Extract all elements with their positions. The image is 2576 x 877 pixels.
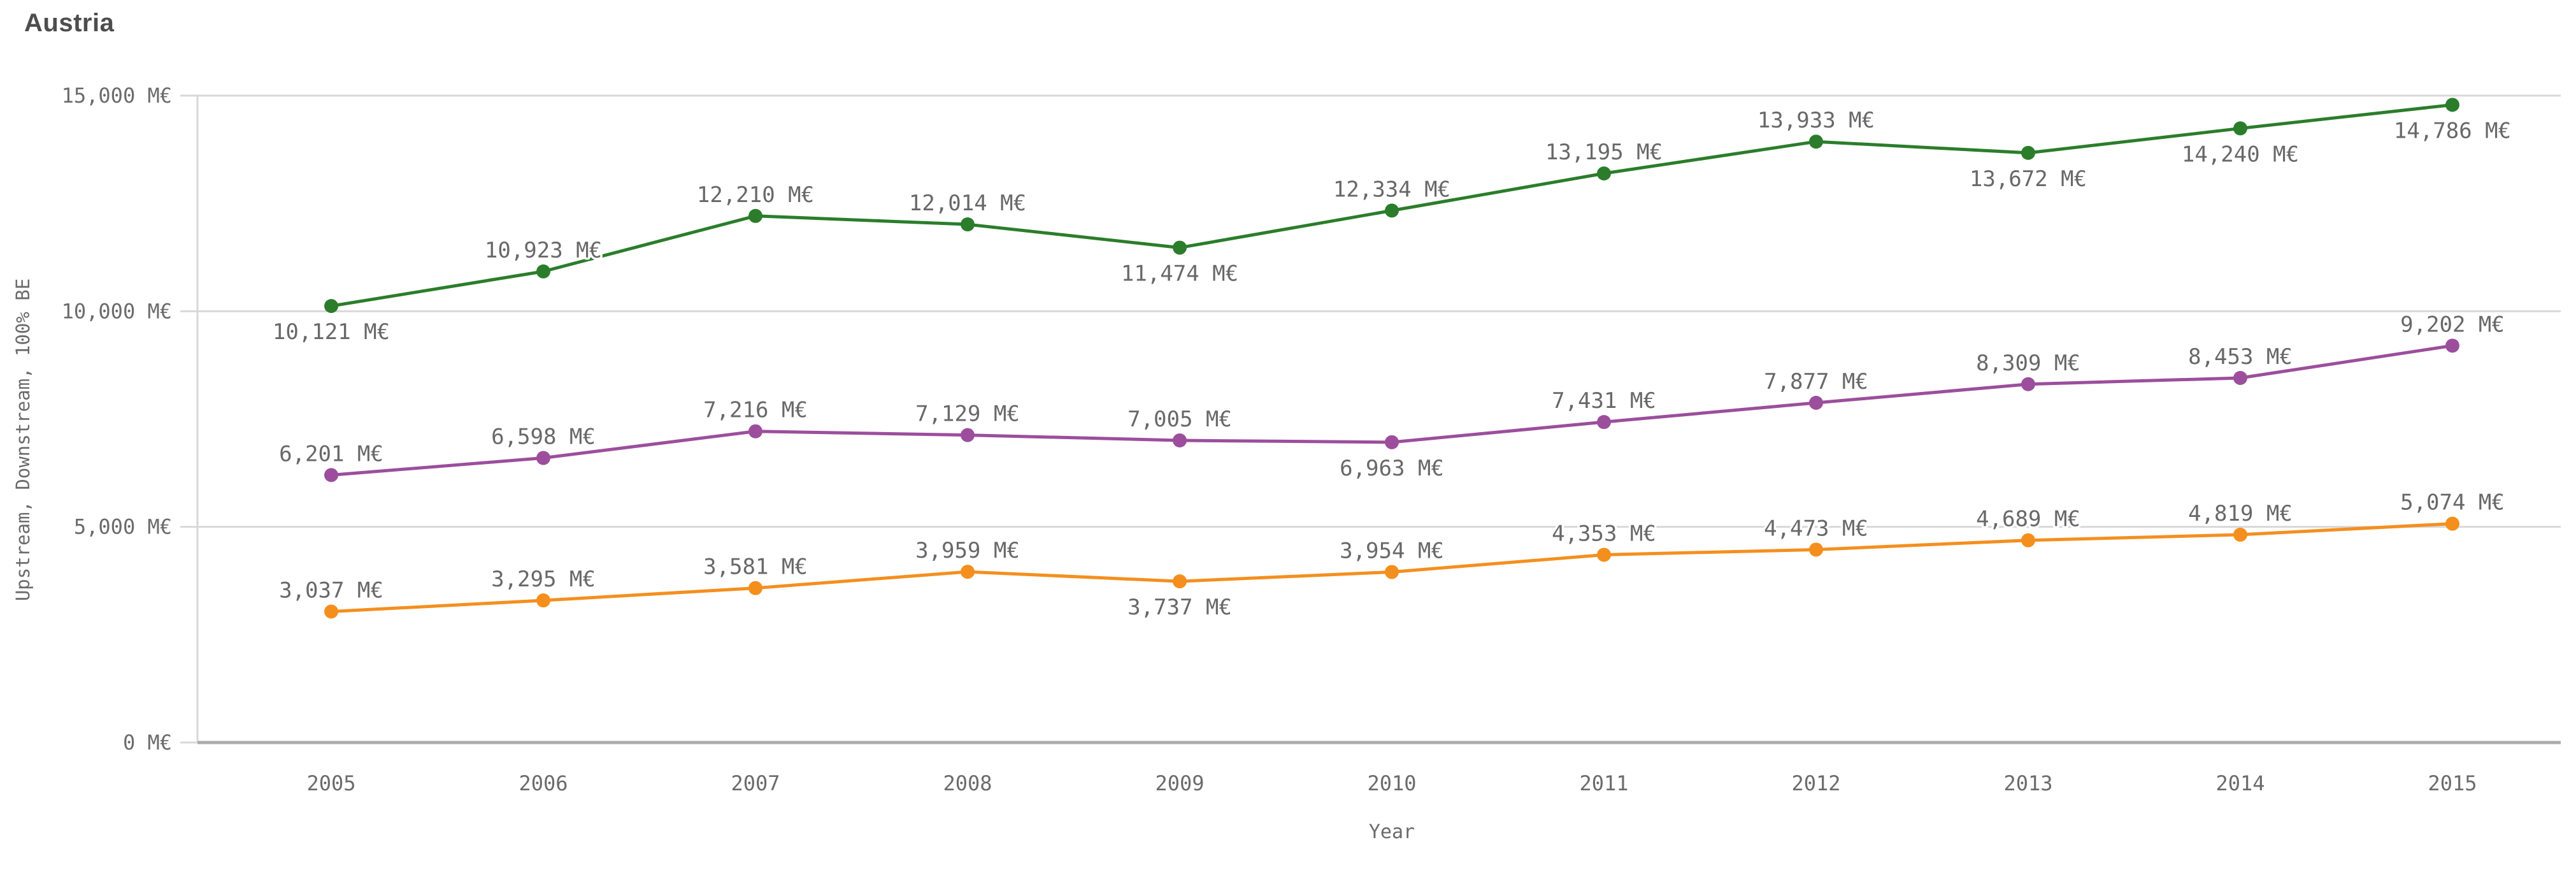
green-series-data-label: 12,334 M€ [1333,177,1450,202]
purple-series-data-label: 6,201 M€ [279,441,383,467]
green-series-data-label: 13,195 M€ [1545,140,1663,165]
orange-series-data-point[interactable] [536,593,550,608]
purple-series-data-point[interactable] [748,424,762,438]
x-axis-tick-label: 2013 [2003,771,2052,795]
purple-series-data-label: 7,005 M€ [1127,407,1232,432]
x-axis-tick-label: 2006 [519,771,568,795]
green-series-data-label: 14,240 M€ [2182,141,2299,167]
green-series-data-point[interactable] [536,264,550,279]
purple-series-data-point[interactable] [324,468,338,482]
purple-series-data-label: 8,309 M€ [1976,351,2080,376]
x-axis-tick-label: 2010 [1367,771,1416,795]
y-axis-tick-label: 15,000 M€ [62,83,172,108]
orange-series-data-point[interactable] [2233,527,2247,542]
purple-series-data-label: 6,598 M€ [491,424,596,450]
green-series-data-point[interactable] [748,208,762,223]
orange-series-data-point[interactable] [324,604,338,619]
purple-series-data-label: 9,202 M€ [2400,312,2505,337]
green-series-data-label: 12,210 M€ [697,182,814,208]
purple-series-data-label: 8,453 M€ [2188,344,2293,370]
orange-series-data-point[interactable] [2445,516,2459,531]
x-axis-tick-label: 2014 [2215,771,2265,795]
orange-series-data-point[interactable] [1597,547,1611,562]
orange-series-data-label: 3,959 M€ [915,538,1020,563]
green-series-data-label: 14,786 M€ [2394,118,2511,143]
orange-series-data-point[interactable] [1385,565,1399,579]
chart-title: Austria [24,9,115,37]
green-series-data-point[interactable] [1597,166,1611,181]
purple-series-data-label: 7,877 M€ [1764,369,1868,395]
x-axis-tick-label: 2009 [1155,771,1204,795]
orange-series-data-label: 3,954 M€ [1340,538,1444,563]
orange-series-data-point[interactable] [1809,542,1823,557]
purple-series-data-label: 7,431 M€ [1552,388,1656,414]
green-series-data-label: 10,121 M€ [273,319,390,345]
purple-series-data-point[interactable] [1597,415,1611,430]
green-series-data-point[interactable] [1173,240,1187,255]
orange-series-data-point[interactable] [961,565,975,579]
orange-series-data-label: 4,473 M€ [1764,516,1868,541]
y-axis-tick-label: 5,000 M€ [74,515,172,539]
purple-series-data-label: 7,216 M€ [703,398,808,423]
purple-series-data-point[interactable] [2233,371,2247,386]
x-axis-tick-label: 2008 [943,771,992,795]
green-series-data-label: 12,014 M€ [909,191,1026,216]
orange-series-data-label: 3,295 M€ [491,567,596,592]
orange-series-data-label: 4,353 M€ [1552,521,1656,546]
orange-series-data-label: 5,074 M€ [2400,490,2505,516]
green-series-data-label: 13,672 M€ [1970,166,2087,192]
x-axis-tick-label: 2005 [306,771,355,795]
purple-series-data-label: 7,129 M€ [915,402,1020,427]
purple-series-data-point[interactable] [961,428,975,442]
x-axis-tick-label: 2007 [731,771,780,795]
x-axis-title: Year [1368,821,1415,843]
green-series-data-label: 11,474 M€ [1121,261,1238,287]
purple-series-data-point[interactable] [536,451,550,465]
green-series-data-point[interactable] [324,299,338,314]
orange-series-data-point[interactable] [2021,533,2035,547]
y-axis-tick-label: 10,000 M€ [62,299,172,323]
green-series-data-point[interactable] [2233,121,2247,136]
green-series-data-point[interactable] [2445,98,2459,112]
orange-series-data-label: 4,819 M€ [2188,501,2293,526]
x-axis-tick-label: 2011 [1579,771,1628,795]
green-series-data-point[interactable] [961,217,975,232]
y-axis-tick-label: 0 M€ [123,730,172,755]
orange-series-data-label: 4,689 M€ [1976,507,2080,532]
orange-series-data-label: 3,037 M€ [279,577,383,603]
green-series-data-point[interactable] [1385,203,1399,218]
purple-series-data-label: 6,963 M€ [1340,456,1444,481]
purple-series-data-point[interactable] [1173,433,1187,447]
green-series-data-label: 13,933 M€ [1757,108,1875,133]
orange-series-data-label: 3,737 M€ [1127,595,1232,620]
purple-series-data-point[interactable] [1385,435,1399,449]
purple-series-data-point[interactable] [2021,377,2035,391]
orange-series-data-point[interactable] [1173,574,1187,589]
orange-series-data-label: 3,581 M€ [703,554,808,580]
x-axis-tick-label: 2015 [2428,771,2477,795]
purple-series-data-point[interactable] [1809,395,1823,410]
green-series-data-point[interactable] [2021,145,2035,160]
green-series-data-label: 10,923 M€ [485,238,602,263]
green-series-data-point[interactable] [1809,134,1823,149]
x-axis-tick-label: 2012 [1791,771,1840,795]
orange-series-data-point[interactable] [748,581,762,595]
purple-series-data-point[interactable] [2445,338,2459,353]
